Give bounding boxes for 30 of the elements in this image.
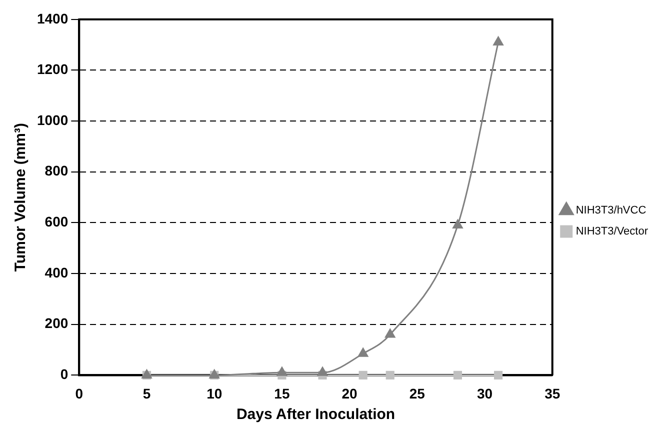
x-tick-label: 0 bbox=[75, 385, 84, 402]
y-tick-label: 1400 bbox=[36, 10, 68, 26]
y-tick-label: 600 bbox=[44, 214, 68, 230]
legend-label: NIH3T3/Vector bbox=[576, 226, 648, 238]
point bbox=[386, 370, 394, 380]
legend-label: NIH3T3/hVCC bbox=[576, 204, 646, 217]
x-tick-label: 10 bbox=[206, 385, 222, 402]
y-axis-title: Tumor Volume (mm³) bbox=[12, 122, 30, 272]
x-tick-label: 20 bbox=[342, 385, 358, 402]
x-tick-label: 25 bbox=[409, 385, 426, 402]
point bbox=[385, 328, 396, 338]
point bbox=[317, 366, 328, 376]
point bbox=[493, 36, 504, 46]
x-tick-label: 15 bbox=[274, 385, 290, 402]
y-tick-label: 1200 bbox=[36, 61, 68, 78]
x-axis-title: Days After Inoculation bbox=[236, 406, 396, 424]
y-tick-label: 1000 bbox=[36, 112, 68, 128]
y-tick-label: 0 bbox=[60, 366, 68, 382]
y-tick-label: 400 bbox=[44, 264, 68, 280]
point bbox=[358, 370, 368, 380]
point bbox=[276, 366, 288, 376]
y-tick-label: 800 bbox=[44, 162, 68, 179]
y-tick-label: 200 bbox=[44, 315, 68, 332]
point bbox=[494, 370, 503, 380]
x-tick-label: 30 bbox=[476, 385, 493, 402]
point bbox=[358, 348, 368, 357]
point bbox=[452, 220, 463, 229]
point bbox=[453, 370, 462, 380]
x-tick-label: 35 bbox=[544, 385, 560, 402]
x-tick-label: 5 bbox=[142, 385, 151, 402]
